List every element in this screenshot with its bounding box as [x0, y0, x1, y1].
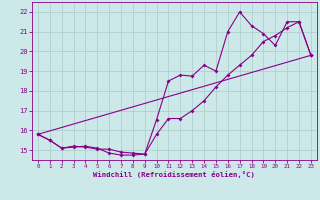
X-axis label: Windchill (Refroidissement éolien,°C): Windchill (Refroidissement éolien,°C) [93, 171, 255, 178]
